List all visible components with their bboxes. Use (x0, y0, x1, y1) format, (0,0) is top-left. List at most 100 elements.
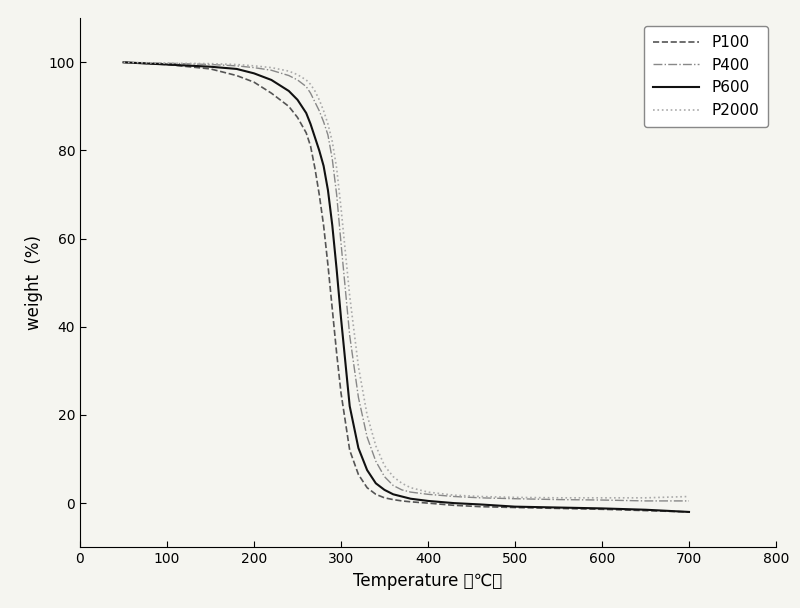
P400 (362, 434, 372, 441)
P400 (266, 67, 276, 74)
P2000 (266, 64, 276, 71)
P400 (475, 494, 485, 502)
P400 (423, 491, 433, 498)
P400 (293, 77, 302, 84)
P600 (306, 120, 315, 128)
P2000 (371, 442, 381, 449)
P100 (232, 72, 242, 79)
P100 (314, 191, 324, 198)
P600 (641, 506, 650, 513)
P600 (327, 222, 337, 229)
P100 (597, 506, 607, 513)
P600 (475, 501, 485, 508)
P400 (318, 118, 329, 125)
P400 (389, 482, 398, 489)
P2000 (345, 292, 354, 300)
P100 (266, 89, 276, 97)
P600 (266, 77, 276, 84)
Line: P100: P100 (123, 63, 689, 512)
P100 (118, 59, 128, 66)
P400 (380, 473, 390, 480)
P2000 (310, 88, 320, 95)
P600 (336, 314, 346, 322)
P100 (450, 502, 459, 509)
P400 (306, 89, 315, 97)
P100 (684, 508, 694, 516)
P2000 (302, 77, 311, 84)
P600 (362, 466, 372, 474)
P2000 (118, 59, 128, 66)
P400 (118, 59, 128, 66)
P600 (406, 495, 415, 502)
P2000 (406, 484, 415, 491)
P600 (310, 134, 320, 141)
P100 (250, 78, 259, 86)
P100 (475, 503, 485, 510)
P100 (310, 164, 320, 171)
P2000 (332, 164, 342, 171)
P400 (450, 493, 459, 500)
P600 (397, 493, 406, 500)
P600 (232, 65, 242, 72)
P2000 (354, 363, 363, 370)
P100 (406, 498, 415, 505)
P100 (323, 261, 333, 269)
P2000 (475, 493, 485, 500)
P600 (284, 88, 294, 95)
P100 (389, 496, 398, 503)
P100 (206, 65, 215, 72)
P600 (206, 63, 215, 71)
P400 (354, 394, 363, 401)
P600 (389, 491, 398, 498)
P100 (510, 504, 520, 511)
P600 (450, 500, 459, 507)
P600 (323, 187, 333, 194)
P400 (232, 62, 242, 69)
P400 (310, 98, 320, 106)
P400 (406, 488, 415, 496)
P100 (306, 142, 315, 150)
P100 (423, 500, 433, 507)
P600 (423, 497, 433, 505)
P100 (284, 103, 294, 110)
P400 (345, 332, 354, 339)
P100 (554, 505, 563, 512)
P100 (641, 507, 650, 514)
P600 (318, 162, 329, 170)
P2000 (597, 494, 607, 502)
P2000 (206, 60, 215, 67)
P400 (684, 497, 694, 505)
P100 (332, 350, 342, 357)
P100 (293, 114, 302, 121)
P600 (684, 508, 694, 516)
P600 (510, 503, 520, 510)
P2000 (423, 488, 433, 496)
P2000 (323, 120, 333, 128)
Line: P2000: P2000 (123, 63, 689, 498)
Line: P600: P600 (123, 63, 689, 512)
P400 (284, 72, 294, 79)
P2000 (554, 494, 563, 502)
P2000 (232, 61, 242, 68)
P100 (397, 497, 406, 505)
P600 (597, 505, 607, 512)
P600 (354, 444, 363, 452)
P2000 (510, 494, 520, 501)
P2000 (684, 493, 694, 500)
P400 (597, 496, 607, 503)
P400 (554, 496, 563, 503)
P2000 (380, 462, 390, 469)
P100 (336, 389, 346, 396)
Y-axis label: weight  (%): weight (%) (26, 235, 43, 330)
Legend: P100, P400, P600, P2000: P100, P400, P600, P2000 (644, 26, 768, 127)
P2000 (389, 473, 398, 480)
P2000 (306, 81, 315, 88)
P100 (162, 61, 172, 68)
P100 (371, 491, 381, 498)
P100 (354, 471, 363, 478)
P400 (302, 83, 311, 90)
P600 (380, 486, 390, 494)
P2000 (397, 480, 406, 487)
P400 (314, 107, 324, 114)
P100 (318, 222, 329, 229)
